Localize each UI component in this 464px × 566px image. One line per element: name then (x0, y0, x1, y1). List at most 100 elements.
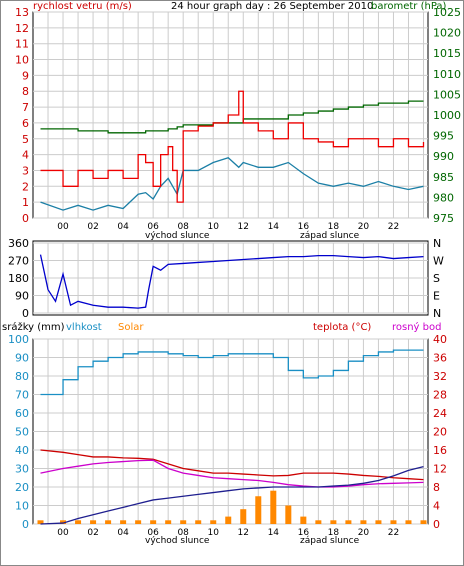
solar-bar (270, 490, 277, 524)
p3-left-tick-label: 20 (15, 481, 29, 494)
p1-right-tick-label: 995 (433, 130, 454, 143)
solar-bar (135, 520, 142, 524)
humidity-ticks: 0 10 20 30 40 50 60 70 80 90 100 (8, 333, 29, 531)
wind-direction-grid (33, 242, 428, 314)
solar-bar (405, 520, 412, 524)
solar-bar (285, 505, 292, 524)
p1-right-tick-label: 1000 (433, 109, 461, 122)
p3-hour-tick-label: 00 (57, 528, 69, 538)
sunrise-label-bottom: východ slunce (145, 536, 210, 546)
p1-hour-tick-label: 14 (268, 222, 280, 232)
p1-hour-tick-label: 02 (87, 222, 98, 232)
wind-pressure-series (40, 90, 425, 211)
dewpoint-label: rosný bod (392, 321, 441, 333)
p1-right-tick-label: 985 (433, 171, 454, 184)
p1-right-tick-label: 1015 (433, 47, 461, 60)
p1-hour-tick-label: 20 (358, 222, 370, 232)
p1-right-tick-label: 980 (433, 191, 454, 204)
p1-hour-tick-label: 12 (238, 222, 249, 232)
p1-hour-tick-label: 22 (388, 222, 399, 232)
solar-bar (60, 520, 67, 524)
p1-hour-tick-label: 04 (117, 222, 129, 232)
sunset-label-bottom: západ slunce (300, 536, 360, 546)
p3-right-tick-label: 28 (433, 389, 447, 402)
p1-right-tick-label: 1005 (433, 88, 461, 101)
solar-bar (90, 520, 97, 524)
p3-left-tick-label: 10 (15, 500, 29, 513)
p2-right-tick-label: N (433, 307, 441, 320)
p3-right-tick-label: 8 (433, 481, 440, 494)
p1-left-tick-label: 5 (22, 133, 29, 146)
p3-left-tick-label: 60 (15, 407, 29, 420)
solar-bar (255, 496, 262, 524)
humidity-line (40, 349, 424, 396)
p2-left-tick-label: 360 (8, 237, 29, 250)
wind-pressure-hour-ticks: 00 02 04 06 08 10 12 14 16 18 20 22 (57, 222, 399, 232)
solar-bar (420, 520, 427, 524)
p3-hour-tick-label: 04 (117, 528, 129, 538)
solar-bar (180, 520, 187, 524)
solar-bar (300, 516, 307, 524)
p1-left-tick-label: 2 (22, 180, 29, 193)
sunrise-label: východ slunce (145, 231, 210, 241)
p1-right-tick-label: 1020 (433, 27, 461, 40)
solar-bar (315, 520, 322, 524)
solar-bar (75, 520, 82, 524)
wind-direction-line (39, 254, 424, 309)
rain-axis-title: srážky (mm) (2, 321, 65, 333)
rain-humidity-hour-ticks: 00 02 04 06 08 10 12 14 16 18 20 22 (57, 528, 399, 538)
p1-left-tick-label: 10 (15, 54, 29, 67)
p3-hour-tick-label: 08 (177, 528, 189, 538)
p3-right-tick-label: 16 (433, 444, 447, 457)
solar-bar (390, 520, 397, 524)
barometer-axis-title: barometr (hPa) (371, 1, 447, 12)
p3-left-tick-label: 40 (15, 444, 29, 457)
p2-right-tick-label: S (433, 272, 440, 285)
pressure-ticks: 975 980 985 990 995 1000 1005 1010 1015 1020 1025 (433, 6, 461, 225)
solar-label: Solar (118, 322, 144, 333)
p3-left-tick-label: 30 (15, 463, 29, 476)
p1-left-tick-label: 1 (22, 196, 29, 209)
solar-bar (345, 520, 352, 524)
p1-right-tick-label: 1025 (433, 6, 461, 19)
p3-left-tick-label: 0 (22, 518, 29, 531)
p1-right-tick-label: 990 (433, 150, 454, 163)
p3-right-tick-label: 20 (433, 426, 447, 439)
solar-bar (240, 509, 247, 524)
p3-right-tick-label: 36 (433, 352, 447, 365)
p1-right-tick-label: 975 (433, 212, 454, 225)
solar-bar (195, 520, 202, 524)
p3-right-tick-label: 4 (433, 500, 440, 513)
solar-bar (105, 520, 112, 524)
p2-right-tick-label: N (433, 237, 441, 250)
solar-bar (360, 520, 367, 524)
temperature-axis-title: teplota (°C) (313, 322, 371, 333)
temperature-ticks: 0 4 8 12 16 20 24 28 32 36 40 (433, 333, 447, 531)
p1-left-tick-label: 9 (22, 69, 29, 82)
p1-hour-tick-label: 16 (298, 222, 310, 232)
p2-left-tick-label: 270 (8, 255, 29, 268)
rain-humidity-series (37, 349, 427, 525)
wind-direction-series (39, 254, 424, 309)
p3-left-tick-label: 70 (15, 389, 29, 402)
wind-axis-title: rychlost vetru (m/s) (33, 1, 132, 12)
p3-right-tick-label: 32 (433, 370, 447, 383)
p3-left-tick-label: 50 (15, 426, 29, 439)
p2-right-tick-label: E (433, 290, 440, 303)
p3-hour-tick-label: 10 (208, 528, 220, 538)
solar-bar (225, 516, 232, 524)
p3-hour-tick-label: 02 (87, 528, 98, 538)
p2-left-tick-label: 180 (8, 272, 29, 285)
sunset-label: západ slunce (300, 231, 360, 241)
dewpoint-line (40, 459, 424, 488)
solar-bar (150, 520, 157, 524)
p3-right-tick-label: 40 (433, 333, 447, 346)
p1-left-tick-label: 12 (15, 22, 29, 35)
rain-humidity-grid (33, 338, 428, 525)
p1-right-tick-label: 1010 (433, 68, 461, 81)
p3-hour-tick-label: 18 (328, 528, 340, 538)
